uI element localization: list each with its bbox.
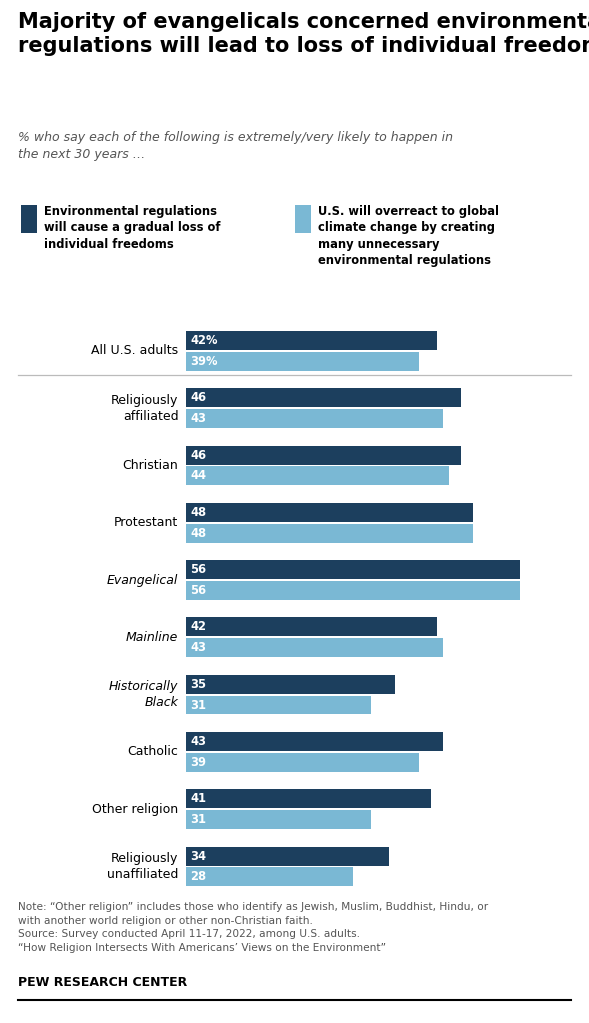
Text: 31: 31 [190,813,206,827]
Text: 46: 46 [190,391,206,404]
Text: Historically
Black: Historically Black [109,680,178,709]
Text: U.S. will overreact to global
climate change by creating
many unnecessary
enviro: U.S. will overreact to global climate ch… [318,205,499,267]
Text: Catholic: Catholic [128,746,178,758]
Text: 43: 43 [190,735,206,748]
Text: All U.S. adults: All U.S. adults [91,345,178,357]
Text: 43: 43 [190,412,206,426]
Text: 41: 41 [190,792,206,805]
Text: 43: 43 [190,641,206,655]
Text: 42%: 42% [190,333,218,347]
Text: Religiously
unaffiliated: Religiously unaffiliated [107,852,178,881]
Text: Other religion: Other religion [92,803,178,815]
Text: Evangelical: Evangelical [107,574,178,586]
Text: 44: 44 [190,470,206,483]
Text: Mainline: Mainline [126,631,178,643]
Text: 48: 48 [190,505,206,519]
Text: 39: 39 [190,756,206,769]
Text: Christian: Christian [123,459,178,472]
Text: 28: 28 [190,871,206,884]
Text: Majority of evangelicals concerned environmental
regulations will lead to loss o: Majority of evangelicals concerned envir… [18,12,589,56]
Text: Environmental regulations
will cause a gradual loss of
individual freedoms: Environmental regulations will cause a g… [44,205,221,251]
Text: 48: 48 [190,527,206,540]
Text: 46: 46 [190,448,206,461]
Text: 56: 56 [190,563,206,576]
Text: Religiously
affiliated: Religiously affiliated [111,394,178,422]
Text: % who say each of the following is extremely/very likely to happen in
the next 3: % who say each of the following is extre… [18,131,453,161]
Text: PEW RESEARCH CENTER: PEW RESEARCH CENTER [18,976,187,989]
Text: Protestant: Protestant [114,517,178,529]
Text: 39%: 39% [190,355,218,368]
Text: Note: “Other religion” includes those who identify as Jewish, Muslim, Buddhist, : Note: “Other religion” includes those wh… [18,902,488,953]
Text: 56: 56 [190,584,206,597]
Text: 31: 31 [190,699,206,712]
Text: 42: 42 [190,620,206,633]
Text: 34: 34 [190,849,206,862]
Text: 35: 35 [190,677,206,691]
